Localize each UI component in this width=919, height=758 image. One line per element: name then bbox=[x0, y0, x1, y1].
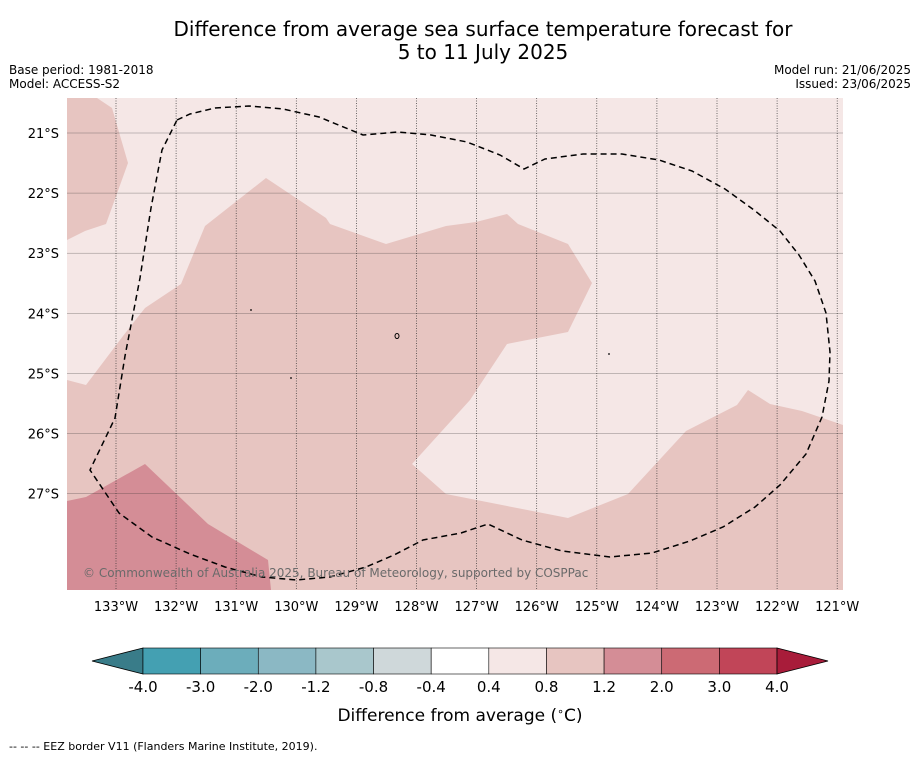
longitude-label: 125°W bbox=[575, 600, 619, 615]
copyright-notice: © Commonwealth of Australia 2025, Bureau… bbox=[83, 566, 588, 580]
colorbar-cell bbox=[546, 647, 605, 675]
colorbar-extend-high bbox=[776, 647, 829, 675]
longitude-label: 121°W bbox=[815, 600, 859, 615]
issued-date: Issued: 23/06/2025 bbox=[795, 77, 911, 91]
longitude-label: 126°W bbox=[515, 600, 559, 615]
colorbar-cell bbox=[142, 647, 201, 675]
title-line-2: 5 to 11 July 2025 bbox=[397, 40, 569, 64]
latitude-label: 24°S bbox=[28, 307, 59, 322]
colorbar-cell bbox=[719, 647, 778, 675]
map-gridlines bbox=[67, 98, 843, 590]
colorbar-tick-label: -3.0 bbox=[186, 678, 215, 696]
colorbar: -4.0 -3.0 -2.0 -1.2 -0.8 -0.4 0.4 0.8 1.2 2.0 3.0 4… bbox=[91, 647, 829, 726]
latitude-label: 27°S bbox=[28, 488, 59, 503]
longitude-label: 129°W bbox=[334, 600, 378, 615]
longitude-label: 133°W bbox=[94, 600, 138, 615]
longitude-labels: 133°W 132°W 131°W 130°W 129°W 128°W 127°W 126°W… bbox=[94, 600, 860, 615]
latitude-label: 25°S bbox=[28, 367, 59, 382]
island-marker bbox=[250, 309, 252, 311]
degree-symbol: ∘ bbox=[557, 705, 564, 718]
colorbar-extend-low bbox=[91, 647, 144, 675]
title-line-1: Difference from average sea surface temp… bbox=[173, 17, 793, 41]
colorbar-cell bbox=[373, 647, 432, 675]
longitude-label: 124°W bbox=[635, 600, 679, 615]
colorbar-tick-label: -2.0 bbox=[244, 678, 273, 696]
latitude-label: 23°S bbox=[28, 247, 59, 262]
colorbar-tick-label: -0.4 bbox=[417, 678, 446, 696]
metadata-left: Base period: 1981-2018 Model: ACCESS-S2 bbox=[9, 63, 154, 91]
colorbar-tick-label: 3.0 bbox=[707, 678, 731, 696]
colorbar-cell bbox=[430, 647, 490, 675]
anomaly-band-1-2-to-2-0 bbox=[67, 464, 271, 590]
colorbar-cell bbox=[488, 647, 547, 675]
base-period: Base period: 1981-2018 bbox=[9, 63, 154, 77]
map-title: Difference from average sea surface temp… bbox=[0, 18, 919, 64]
eez-border-line bbox=[89, 105, 831, 581]
colorbar-tick-label: -4.0 bbox=[128, 678, 157, 696]
metadata-right: Model run: 21/06/2025 Issued: 23/06/2025 bbox=[774, 63, 911, 91]
colorbar-tick-label: 4.0 bbox=[765, 678, 789, 696]
longitude-label: 123°W bbox=[695, 600, 739, 615]
anomaly-band-0-8-to-1-2-main bbox=[67, 178, 843, 590]
latitude-label: 22°S bbox=[28, 187, 59, 202]
colorbar-unit: C) bbox=[564, 706, 583, 726]
colorbar-tick-label: 0.8 bbox=[535, 678, 559, 696]
latitude-labels: 21°S 22°S 23°S 24°S 25°S 26°S 27°S bbox=[28, 127, 59, 503]
colorbar-tick-labels: -4.0 -3.0 -2.0 -1.2 -0.8 -0.4 0.4 0.8 1.2 2.0 3.0 4… bbox=[128, 678, 789, 696]
anomaly-band-0-8-to-1-2-north-west bbox=[67, 98, 128, 240]
longitude-label: 130°W bbox=[274, 600, 318, 615]
eez-legend-note: -- -- -- EEZ border V11 (Flanders Marine… bbox=[9, 740, 318, 753]
longitude-label: 128°W bbox=[394, 600, 438, 615]
latitude-label: 21°S bbox=[28, 127, 59, 142]
colorbar-tick-label: -1.2 bbox=[301, 678, 330, 696]
model-run: Model run: 21/06/2025 bbox=[773, 63, 911, 77]
colorbar-tick-label: 0.4 bbox=[477, 678, 501, 696]
latitude-label: 26°S bbox=[28, 428, 59, 443]
map-panel: © Commonwealth of Australia 2025, Bureau… bbox=[67, 98, 843, 590]
colorbar-tick-label: -0.8 bbox=[359, 678, 388, 696]
colorbar-tick-label: 1.2 bbox=[592, 678, 616, 696]
colorbar-title: Difference from average (∘C) bbox=[337, 705, 582, 726]
colorbar-cell bbox=[257, 647, 317, 675]
model-name: Model: ACCESS-S2 bbox=[9, 77, 121, 91]
colorbar-title-text: Difference from average ( bbox=[337, 706, 557, 726]
colorbar-cell bbox=[200, 647, 259, 675]
colorbar-cell bbox=[315, 647, 374, 675]
colorbar-cells bbox=[142, 647, 778, 675]
colorbar-cell bbox=[603, 647, 663, 675]
island-marker bbox=[394, 333, 400, 339]
longitude-label: 122°W bbox=[755, 600, 799, 615]
island-marker bbox=[608, 353, 610, 355]
longitude-label: 127°W bbox=[455, 600, 499, 615]
colorbar-cell bbox=[661, 647, 720, 675]
colorbar-tick-label: 2.0 bbox=[650, 678, 674, 696]
longitude-label: 132°W bbox=[154, 600, 198, 615]
longitude-label: 131°W bbox=[214, 600, 258, 615]
island-marker bbox=[290, 377, 292, 379]
